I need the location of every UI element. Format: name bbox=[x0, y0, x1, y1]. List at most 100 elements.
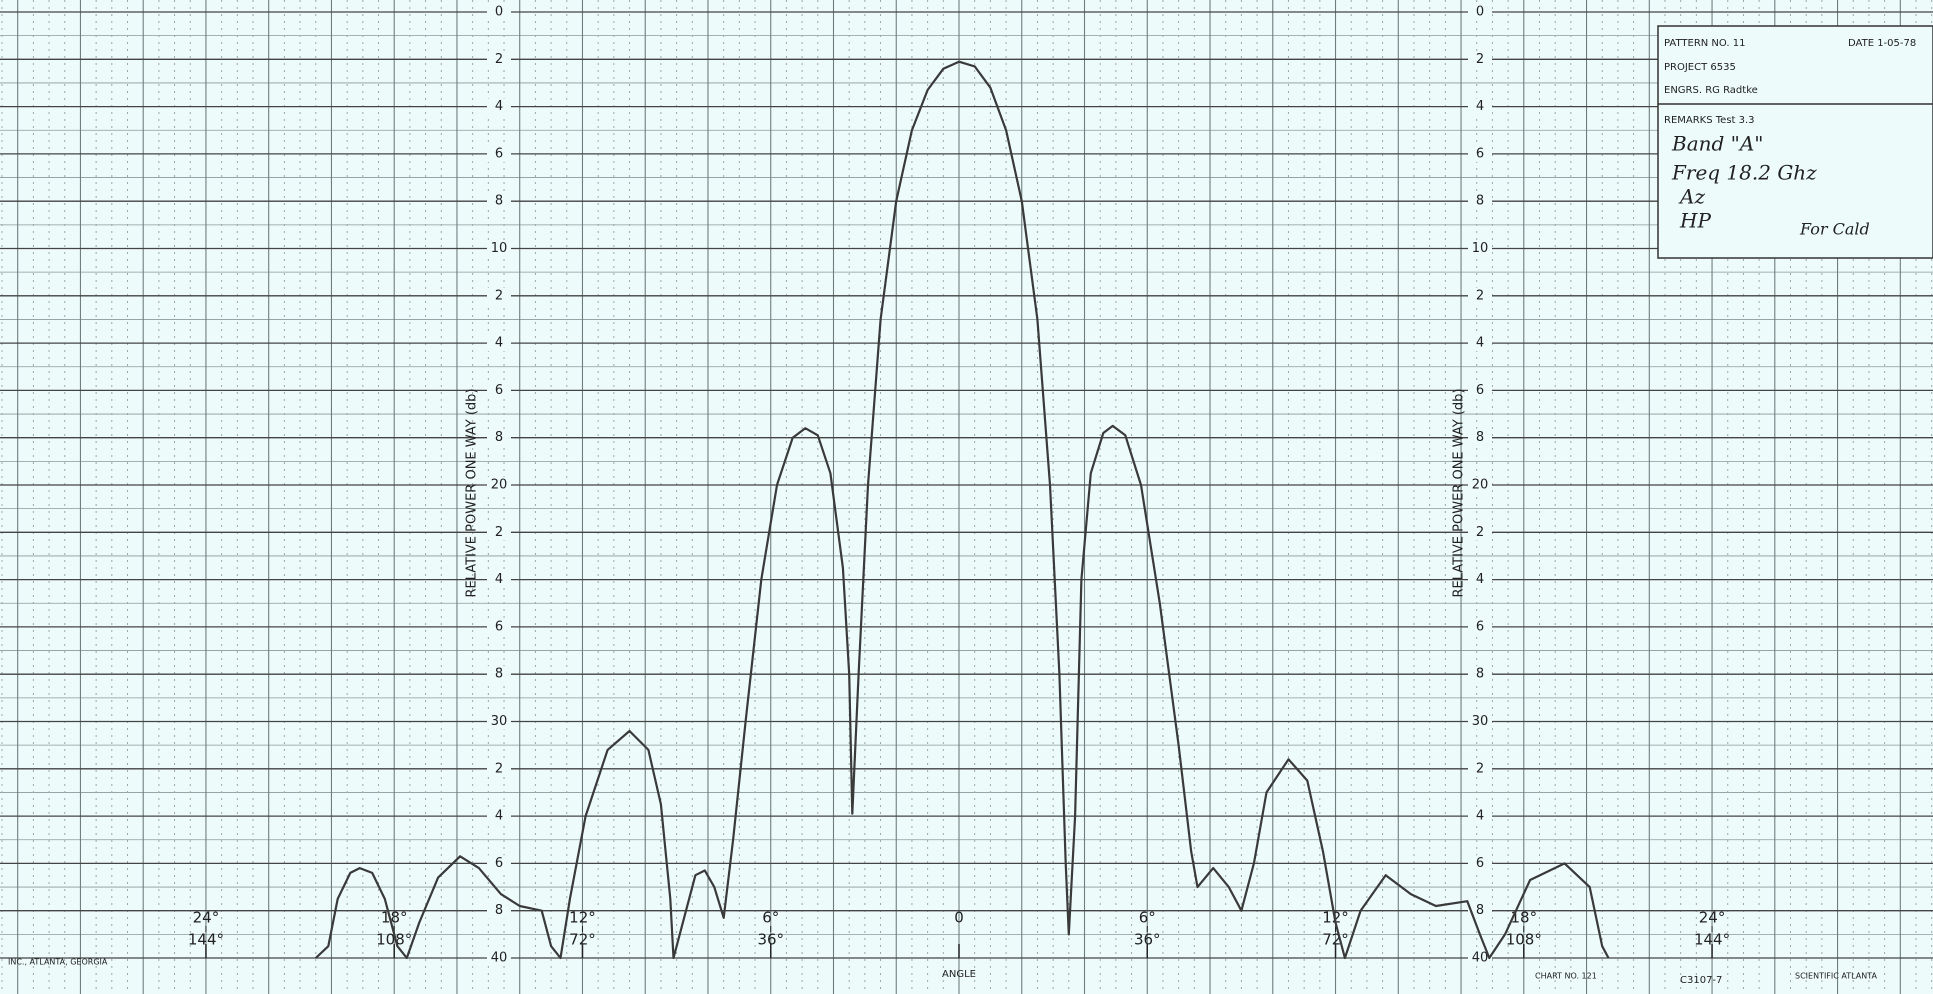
x-tick-label-secondary: 144° bbox=[188, 931, 224, 949]
x-tick-label-secondary: 36° bbox=[1134, 931, 1161, 949]
x-tick-label: 24° bbox=[1699, 909, 1726, 927]
tick-label-bg bbox=[1468, 335, 1492, 352]
pattern-no: PATTERN NO. 11 bbox=[1664, 38, 1745, 49]
tick-label-bg bbox=[1468, 713, 1492, 730]
y-tick-label: 2 bbox=[495, 761, 503, 776]
y-tick-label: 20 bbox=[1472, 478, 1489, 493]
tick-label-bg bbox=[1468, 382, 1492, 399]
x-tick-label: 18° bbox=[381, 909, 408, 927]
y-tick-label: 4 bbox=[1476, 809, 1484, 824]
tick-label-bg bbox=[1468, 477, 1492, 493]
y-tick-label: 8 bbox=[495, 430, 503, 445]
y-tick-label: 2 bbox=[1476, 525, 1484, 540]
y-tick-label: 4 bbox=[495, 99, 503, 114]
x-tick-label: 6° bbox=[762, 909, 779, 927]
y-tick-label: 0 bbox=[495, 5, 503, 20]
y-tick-label: 6 bbox=[1476, 619, 1484, 634]
y-tick-label: 4 bbox=[1476, 336, 1484, 351]
y-tick-label: 6 bbox=[495, 856, 503, 871]
x-tick-label-secondary: 36° bbox=[757, 931, 784, 949]
tick-label-bg bbox=[487, 902, 511, 919]
y-tick-label: 4 bbox=[1476, 99, 1484, 114]
tick-label-bg bbox=[1468, 429, 1492, 446]
y-tick-label: 2 bbox=[495, 52, 503, 67]
chart-no: CHART NO. 121 bbox=[1535, 972, 1597, 981]
y-tick-label: 4 bbox=[495, 336, 503, 351]
x-axis-title: ANGLE bbox=[942, 969, 976, 980]
tick-label-bg bbox=[1468, 855, 1492, 872]
project: PROJECT 6535 bbox=[1664, 62, 1736, 73]
y-tick-label: 8 bbox=[495, 903, 503, 918]
y-tick-label: 2 bbox=[1476, 761, 1484, 776]
tick-label-bg bbox=[1468, 524, 1492, 541]
tick-label-bg bbox=[487, 193, 511, 210]
y-tick-label: 0 bbox=[1476, 5, 1484, 20]
y-tick-label: 30 bbox=[1472, 714, 1489, 729]
y-tick-label: 8 bbox=[1476, 430, 1484, 445]
y-tick-label: 40 bbox=[491, 951, 508, 966]
y-tick-label: 8 bbox=[1476, 194, 1484, 209]
y-tick-label: 4 bbox=[1476, 572, 1484, 587]
y-tick-label: 8 bbox=[495, 194, 503, 209]
tick-label-bg bbox=[487, 524, 511, 541]
tick-label-bg bbox=[1468, 571, 1492, 588]
x-tick-label: 24° bbox=[193, 909, 220, 927]
y-axis-title: RELATIVE POWER ONE WAY (db) bbox=[465, 388, 480, 597]
y-tick-label: 2 bbox=[1476, 52, 1484, 67]
note: Band "A" bbox=[1671, 132, 1764, 156]
tick-label-bg bbox=[1468, 4, 1492, 20]
y-tick-label: 2 bbox=[495, 525, 503, 540]
pattern-trace bbox=[315, 60, 1610, 960]
tick-label-bg bbox=[487, 713, 511, 730]
tick-label-bg bbox=[1468, 193, 1492, 210]
y-axis-title-right: RELATIVE POWER ONE WAY (db) bbox=[1452, 388, 1467, 597]
code: C3107-7 bbox=[1680, 975, 1722, 986]
tick-label-bg bbox=[487, 145, 511, 162]
footer-right: SCIENTIFIC ATLANTA bbox=[1795, 972, 1878, 981]
tick-label-bg bbox=[487, 240, 511, 257]
y-tick-label: 8 bbox=[495, 667, 503, 682]
x-tick-label-secondary: 72° bbox=[569, 931, 596, 949]
tick-label-bg bbox=[487, 51, 511, 68]
y-tick-label: 6 bbox=[1476, 383, 1484, 398]
tick-label-bg bbox=[487, 760, 511, 777]
tick-label-bg bbox=[1468, 98, 1492, 115]
date: DATE 1-05-78 bbox=[1848, 38, 1916, 49]
x-tick-label-secondary: 72° bbox=[1322, 931, 1349, 949]
x-tick-label-secondary: 108° bbox=[1506, 931, 1542, 949]
footer-left: INC., ATLANTA, GEORGIA bbox=[8, 958, 108, 967]
y-tick-label: 6 bbox=[495, 146, 503, 161]
y-tick-label: 4 bbox=[495, 572, 503, 587]
y-tick-label: 30 bbox=[491, 714, 508, 729]
tick-label-bg bbox=[487, 808, 511, 825]
x-tick-label: 18° bbox=[1510, 909, 1537, 927]
x-tick-label-secondary: 108° bbox=[376, 931, 412, 949]
y-tick-label: 40 bbox=[1472, 951, 1489, 966]
tick-label-bg bbox=[1468, 618, 1492, 635]
tick-label-bg bbox=[487, 855, 511, 872]
y-tick-label: 6 bbox=[495, 619, 503, 634]
x-tick-label: 6° bbox=[1139, 909, 1156, 927]
tick-label-bg bbox=[487, 666, 511, 683]
tick-label-bg bbox=[487, 571, 511, 588]
y-tick-label: 2 bbox=[495, 288, 503, 303]
y-tick-label: 2 bbox=[1476, 288, 1484, 303]
x-tick-label: 12° bbox=[569, 909, 596, 927]
engrs: ENGRS. RG Radtke bbox=[1664, 85, 1758, 96]
y-tick-label: 4 bbox=[495, 809, 503, 824]
y-tick-label: 20 bbox=[491, 478, 508, 493]
tick-label-bg bbox=[1468, 760, 1492, 777]
y-tick-label: 8 bbox=[1476, 667, 1484, 682]
tick-label-bg bbox=[1468, 287, 1492, 304]
title-block bbox=[1657, 25, 1933, 259]
tick-label-bg bbox=[487, 4, 511, 20]
ticks: 0 02 24 46 68 810 102 24 46 68 820 202 24 46 68 830 302 2… bbox=[0, 4, 1933, 966]
tick-label-bg bbox=[487, 477, 511, 493]
note: Az bbox=[1678, 185, 1705, 209]
x-tick-label-secondary: 144° bbox=[1694, 931, 1730, 949]
tick-label-bg bbox=[1468, 902, 1492, 919]
y-tick-label: 6 bbox=[495, 383, 503, 398]
y-tick-label: 10 bbox=[1472, 241, 1489, 256]
